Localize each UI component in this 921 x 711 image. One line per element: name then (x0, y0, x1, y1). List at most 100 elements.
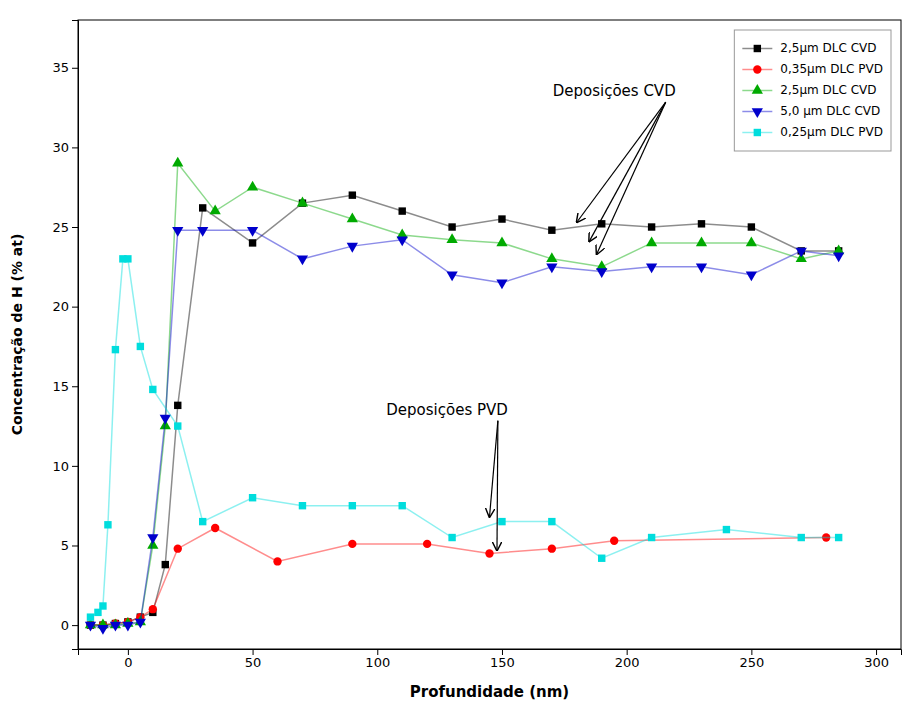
legend-label: 2,5μm DLC CVD (780, 41, 876, 55)
series-point (199, 204, 206, 211)
legend-box (734, 30, 891, 151)
series-point (646, 236, 657, 246)
y-axis-tick: 35 (52, 60, 78, 75)
series-point (99, 602, 106, 609)
series-point (149, 605, 157, 613)
series-point (347, 213, 358, 223)
series-point (548, 518, 555, 525)
series-point (696, 236, 707, 246)
series-point (496, 279, 507, 289)
series-point (135, 619, 146, 629)
series-point (85, 622, 96, 632)
legend-label: 0,35μm DLC PVD (780, 62, 883, 76)
series-point (748, 223, 755, 230)
series-point (798, 534, 805, 541)
y-axis-tick: 5 (61, 538, 78, 553)
series-point (249, 494, 256, 501)
series-point (137, 343, 144, 350)
series-point (199, 518, 206, 525)
series-line (90, 195, 838, 625)
x-axis-tick: 100 (365, 649, 390, 670)
x-axis-tick-label: 150 (490, 655, 515, 670)
series-point (249, 239, 256, 246)
series-point (210, 205, 221, 215)
series-point (211, 524, 219, 532)
y-axis-tick-mark (72, 545, 78, 546)
series (86, 524, 830, 630)
series-point (596, 268, 607, 278)
x-axis-tick-mark (502, 649, 503, 655)
series-point (112, 346, 119, 353)
legend-entry: 2,5μm DLC CVD (742, 83, 876, 97)
series-point (448, 534, 455, 541)
x-axis-tick-label: 250 (739, 655, 764, 670)
series-point (548, 544, 556, 552)
x-axis-tick-label: 300 (864, 655, 889, 670)
series (85, 227, 844, 635)
y-axis-tick-label: 0 (61, 618, 69, 633)
series (87, 255, 843, 621)
y-axis-tick: 20 (52, 299, 78, 314)
series-point (498, 518, 505, 525)
y-axis-tick-mark (72, 227, 78, 228)
y-axis-tick: 25 (52, 220, 78, 235)
x-axis-tick-mark (751, 649, 752, 655)
series-point (746, 272, 757, 282)
annotation-arrow (597, 102, 666, 254)
y-axis: 05101520253035 (52, 21, 78, 650)
series-point (399, 502, 406, 509)
y-axis-tick-mark (72, 386, 78, 387)
series-point (197, 227, 208, 237)
y-axis-line (72, 21, 79, 650)
legend-label: 0,25μm DLC PVD (780, 125, 883, 139)
series-point (162, 561, 169, 568)
y-axis-tick: 10 (52, 459, 78, 474)
series-point (172, 157, 183, 167)
annotation-arrow (577, 102, 666, 222)
annotations: Deposições CVDDeposições PVD (386, 82, 675, 550)
legend-marker (752, 84, 763, 94)
legend-marker (754, 45, 761, 52)
legend-label: 2,5μm DLC CVD (780, 83, 876, 97)
y-axis-tick-label: 20 (52, 299, 69, 314)
series-point (174, 544, 182, 552)
x-axis-tick-label: 100 (365, 655, 390, 670)
series-point (546, 252, 557, 262)
series-point (496, 236, 507, 246)
x-axis-tick-mark (253, 649, 254, 655)
series-point (349, 191, 356, 198)
series-point (598, 555, 605, 562)
series-point (399, 207, 406, 214)
series-point (97, 625, 108, 635)
plot-frame (78, 20, 901, 649)
y-axis-tick-mark (72, 307, 78, 308)
series-point (835, 534, 842, 541)
series-point (172, 227, 183, 237)
series-point (349, 502, 356, 509)
y-axis-tick-label: 15 (52, 379, 69, 394)
series-point (149, 386, 156, 393)
x-axis-tick: 200 (615, 649, 640, 670)
data-area (85, 157, 844, 635)
y-axis-tick: 15 (52, 379, 78, 394)
series-point (110, 622, 121, 632)
series-point (94, 609, 101, 616)
series-point (423, 540, 431, 548)
y-axis-tick-mark (72, 625, 78, 626)
series-point (297, 256, 308, 266)
series-point (485, 549, 493, 557)
series-point (104, 521, 111, 528)
series-point (247, 181, 258, 191)
series-point (498, 215, 505, 222)
annotation-arrow (589, 102, 665, 241)
series-point (610, 537, 618, 545)
series-point (174, 402, 181, 409)
series-point (696, 264, 707, 274)
series-line (90, 163, 838, 625)
series-line (90, 230, 838, 628)
y-axis-tick-mark (72, 68, 78, 69)
x-axis-tick: 250 (739, 649, 764, 670)
legend-entry: 0,35μm DLC PVD (742, 62, 883, 76)
series-point (174, 422, 181, 429)
annotation-arrow (496, 421, 498, 551)
